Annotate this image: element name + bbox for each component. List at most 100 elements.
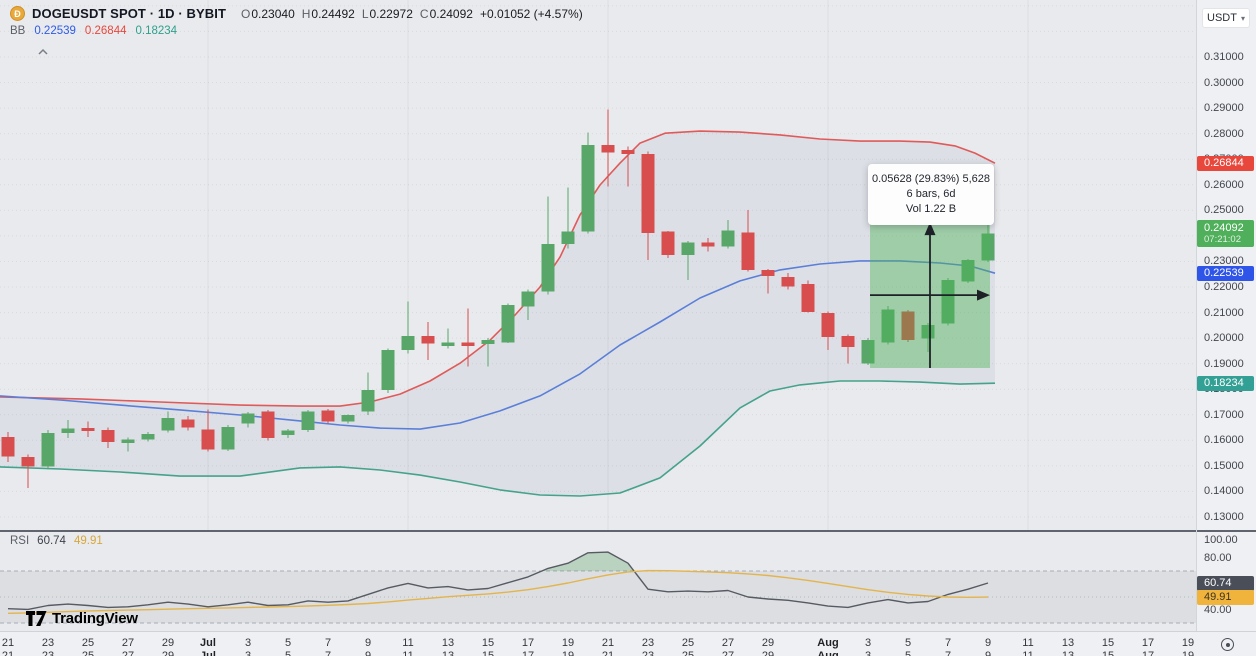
- bb-values: 0.22539 0.26844 0.18234: [34, 25, 177, 37]
- price-axis[interactable]: [1196, 0, 1256, 632]
- price-tick: 0.29000: [1204, 102, 1244, 115]
- ohlc-c: C0.24092: [419, 6, 473, 21]
- rsi-level-label: 49.91: [1197, 590, 1254, 606]
- time-label: 11: [1022, 637, 1034, 649]
- bb-upper-line: [0, 130, 996, 407]
- time-label-clipped: 25: [81, 650, 95, 656]
- symbol-legend[interactable]: Đ DOGEUSDT SPOT · 1D · BYBIT O0.23040 H0.…: [10, 6, 583, 21]
- tooltip-volume: Vol 1.22 B: [905, 203, 957, 215]
- time-label: 9: [364, 637, 372, 649]
- time-label-clipped: 17: [521, 650, 535, 656]
- price-level-label: 0.22539: [1197, 265, 1254, 281]
- time-label-clipped: 9: [364, 650, 372, 656]
- collapse-chevron-icon[interactable]: [36, 43, 50, 61]
- bb-value-0: 0.22539: [34, 25, 76, 37]
- currency-dropdown[interactable]: USDT ▾: [1202, 8, 1250, 28]
- price-tick: 0.26000: [1204, 178, 1244, 191]
- rsi-tick: 80.00: [1204, 552, 1232, 564]
- ohlc-h: H0.24492: [301, 6, 355, 21]
- bb-value-2: 0.18234: [135, 25, 178, 37]
- time-label: Jul: [200, 637, 216, 649]
- bb-lower-line: [0, 380, 996, 497]
- grid: [0, 0, 1196, 530]
- bb-label: BB: [10, 25, 26, 37]
- bb-fill: [0, 131, 995, 496]
- price-tick: 0.15000: [1204, 459, 1244, 472]
- time-label: 15: [481, 637, 495, 649]
- pane-separator[interactable]: [0, 530, 1256, 532]
- price-tick: 0.16000: [1204, 434, 1244, 447]
- price-tick: 0.22000: [1204, 281, 1244, 293]
- time-label-clipped: 15: [481, 650, 495, 656]
- scroll-to-realtime-icon[interactable]: [1221, 638, 1234, 651]
- rsi-legend[interactable]: RSI 60.74 49.91: [10, 535, 103, 547]
- time-label: Aug: [817, 637, 839, 649]
- bb-legend[interactable]: BB 0.22539 0.26844 0.18234: [10, 25, 177, 37]
- time-label: 17: [521, 637, 535, 649]
- candles: [1, 109, 995, 488]
- time-label: 29: [161, 637, 175, 649]
- time-label-clipped: 29: [161, 650, 175, 656]
- rsi-tick: 100.00: [1204, 534, 1238, 546]
- measure-tool[interactable]: [870, 222, 990, 368]
- price-tick: 0.20000: [1204, 332, 1244, 345]
- rsi-ma-value: 49.91: [73, 535, 103, 547]
- price-tick: 0.25000: [1204, 204, 1244, 217]
- price-tick: 0.19000: [1204, 357, 1244, 370]
- time-label: 13: [1061, 637, 1075, 649]
- time-label: 7: [944, 637, 952, 649]
- time-label-clipped: 29: [761, 650, 775, 656]
- chevron-down-icon: ▾: [1240, 13, 1245, 23]
- time-label-clipped: 7: [324, 650, 332, 656]
- tradingview-logo[interactable]: TradingView: [26, 610, 138, 627]
- time-label-clipped: 19: [561, 650, 575, 656]
- tradingview-logo-icon: [26, 611, 47, 626]
- time-label-clipped: 3: [864, 650, 872, 656]
- time-label: 25: [681, 637, 695, 649]
- price-tick: 0.14000: [1204, 485, 1244, 498]
- rsi-line: [7, 551, 989, 611]
- last-price-label: 0.24092 07:21:02: [1197, 220, 1254, 247]
- time-label-clipped: 11: [1022, 650, 1034, 656]
- symbol-title[interactable]: DOGEUSDT SPOT · 1D · BYBIT: [32, 6, 227, 21]
- time-label: 27: [121, 637, 135, 649]
- time-label-clipped: 23: [41, 650, 55, 656]
- price-tick: 0.13000: [1204, 511, 1244, 523]
- time-label-clipped: 7: [944, 650, 952, 656]
- time-label-clipped: 23: [641, 650, 655, 656]
- rsi-pane: [0, 551, 1196, 624]
- price-level-label: 0.26844: [1197, 155, 1254, 171]
- time-label: 3: [864, 637, 872, 649]
- time-label-clipped: Aug: [817, 650, 839, 656]
- price-tick: 0.30000: [1204, 76, 1244, 89]
- change-value: +0.01052 (+4.57%): [479, 6, 583, 21]
- time-label-clipped: 13: [1061, 650, 1075, 656]
- time-label: 29: [761, 637, 775, 649]
- time-label-clipped: 17: [1141, 650, 1155, 656]
- time-axis[interactable]: [0, 632, 1256, 656]
- time-label-clipped: 5: [904, 650, 912, 656]
- time-label-clipped: 9: [984, 650, 992, 656]
- rsi-level-label: 60.74: [1197, 576, 1254, 591]
- time-label-clipped: 27: [121, 650, 135, 656]
- time-label: 23: [41, 637, 55, 649]
- price-tick: 0.21000: [1204, 306, 1244, 319]
- time-label-clipped: 21: [601, 650, 615, 656]
- time-label-clipped: 13: [441, 650, 455, 656]
- time-label: 21: [1, 637, 15, 649]
- time-label: 25: [81, 637, 95, 649]
- time-label: 17: [1141, 637, 1155, 649]
- rsi-value: 60.74: [37, 535, 66, 547]
- doge-coin-icon: Đ: [10, 6, 25, 21]
- time-label-clipped: 25: [681, 650, 695, 656]
- ohlc-o: O0.23040: [241, 6, 295, 21]
- time-label-clipped: 5: [284, 650, 292, 656]
- price-tick: 0.17000: [1204, 408, 1244, 421]
- price-tick: 0.28000: [1204, 127, 1244, 140]
- time-label: 3: [244, 637, 252, 649]
- tooltip-price-change: 0.05628 (29.83%) 5,628: [871, 173, 991, 185]
- time-label: 9: [984, 637, 992, 649]
- time-label: 11: [402, 637, 414, 649]
